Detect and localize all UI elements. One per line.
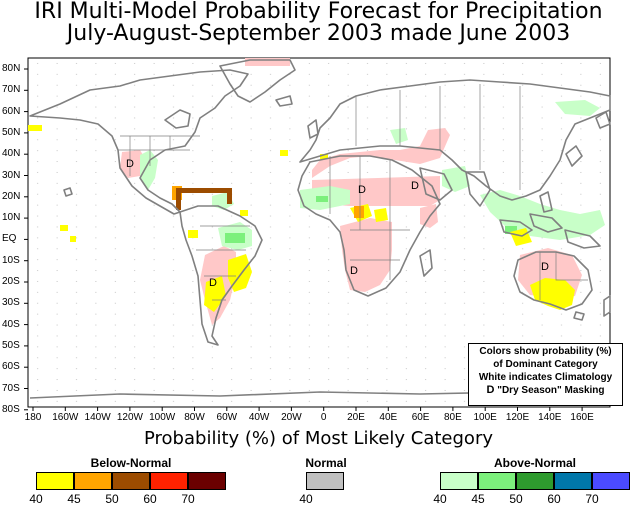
above-normal-45-regions [225,196,517,243]
lon-label: 40E [379,412,398,423]
below-normal-label: Below-Normal [90,456,172,470]
below-normal-swatch [74,472,112,490]
above-normal-swatch [516,472,554,490]
dry-mark: D [411,180,419,192]
lon-label: 160W [52,412,79,423]
legend-title: Probability (%) of Most Likely Category [144,428,493,449]
note-line3: White indicates Climatology [478,372,613,383]
above-normal-swatch [440,472,478,490]
lon-label: 100W [149,412,176,423]
dry-mark: D [358,184,366,196]
country-borders [118,84,588,301]
below-normal-50-regions [176,188,232,210]
normal-swatch-value: 40 [299,492,313,506]
above-normal-label: Above-Normal [493,456,576,470]
lat-label: 50S [2,339,20,351]
above-normal-swatch [478,472,516,490]
below-normal-swatch [150,472,188,490]
above-normal-swatch-value: 70 [585,492,599,506]
note-line4-row: D "Dry Season" Masking [469,384,622,397]
lon-label: 40W [248,412,270,423]
dry-mark: D [126,158,134,170]
lon-label: 60W [216,412,238,423]
note-line4: "Dry Season" Masking [497,385,605,396]
lat-label: 10N [2,212,21,224]
below-normal-swatch-value: 45 [67,492,81,506]
below-normal-swatch [36,472,74,490]
below-normal-swatch [188,472,226,490]
lat-label: 10S [2,254,20,266]
lat-label: EQ [2,233,17,245]
above-normal-swatch-value: 60 [547,492,561,506]
above-normal-swatch [592,472,630,490]
lat-label: 50N [2,126,21,138]
lon-label: 140W [84,412,111,423]
lon-label: 160E [570,412,594,423]
above-normal-swatch [554,472,592,490]
lat-label: 60N [2,105,21,117]
lat-label: 40N [2,148,21,160]
lon-label: 120W [116,412,143,423]
lon-label: 180 [24,412,42,423]
lon-label: 80W [184,412,205,423]
map-title-line2: July-August-September 2003 made June 200… [66,21,571,46]
lon-label: 80E [443,412,462,423]
above-normal-swatch-value: 45 [471,492,485,506]
dry-season-markers: D D D D D D [126,158,549,289]
dry-mark-sample: D [486,384,495,396]
below-normal-swatch-value: 50 [105,492,119,506]
dry-mark: D [209,277,217,289]
lat-label: 40S [2,318,20,330]
normal-swatch [306,472,344,490]
normal-label: Normal [305,456,347,470]
map-title-line1: IRI Multi-Model Probability Forecast for… [34,0,603,24]
axis-ticks [24,68,583,411]
below-normal-swatch-value: 60 [143,492,157,506]
lat-label: 70N [2,84,21,96]
lon-label: 60E [411,412,430,423]
above-normal-swatch-value: 40 [433,492,447,506]
below-normal-swatch [112,472,150,490]
lat-label: 20N [2,190,21,202]
below-normal-swatch-value: 70 [181,492,195,506]
lon-label: 120E [505,412,530,423]
lon-label: 20W [281,412,302,423]
lat-label: 20S [2,276,20,287]
dry-mark: D [350,265,358,277]
lat-label: 70S [2,382,20,394]
below-normal-swatch-value: 40 [29,492,43,506]
lon-label: 0 [320,412,327,423]
lat-label: 60S [2,361,20,373]
above-normal-swatch-value: 50 [509,492,523,506]
lon-label: 140E [538,412,562,423]
lat-label: 80N [2,63,21,74]
lon-label: 20E [347,412,365,423]
lat-label: 30S [2,297,20,309]
lon-label: 100E [473,412,497,423]
lat-label: 30N [2,169,21,181]
dry-mark: D [541,261,549,273]
note-line1: Colors show probability (%) [479,346,612,357]
lat-label: 80S [2,403,20,415]
map-legend-note: Colors show probability (%) of Dominant … [468,343,623,406]
note-line2: of Dominant Category [493,359,598,370]
